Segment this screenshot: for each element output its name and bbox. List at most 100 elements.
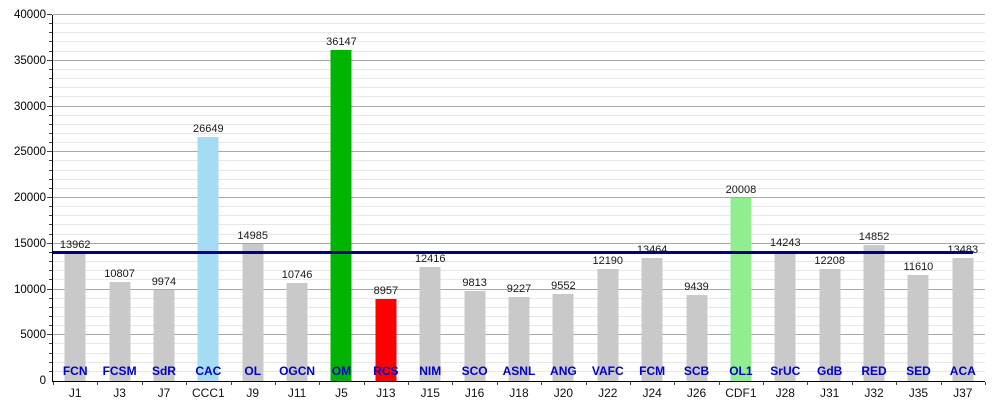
bar-slot: 9439 SCB J26 bbox=[674, 15, 718, 400]
minor-gridline bbox=[53, 279, 985, 281]
bar-value-label: 9552 bbox=[551, 279, 576, 292]
bar-slot: 12190 VAFC J22 bbox=[586, 15, 630, 400]
team-code-label: ACA bbox=[949, 364, 976, 378]
bar-slot: 14985 OL J9 bbox=[231, 15, 275, 400]
x-tick-label: J35 bbox=[908, 386, 929, 400]
x-axis-tick bbox=[585, 382, 587, 385]
y-axis-tick bbox=[49, 251, 52, 253]
bar-OL1 bbox=[730, 197, 752, 381]
average-reference-line bbox=[53, 250, 973, 254]
x-tick-label: J1 bbox=[68, 386, 82, 400]
bar-value-label: 26649 bbox=[193, 123, 224, 136]
bar-slot: 9227 ASNL J18 bbox=[497, 15, 541, 400]
y-axis-tick bbox=[47, 151, 52, 153]
team-code-label: ANG bbox=[550, 364, 577, 378]
bar-value-label: 36147 bbox=[326, 36, 357, 49]
team-code-label: FCN bbox=[62, 364, 88, 378]
x-tick-label: J18 bbox=[509, 386, 529, 400]
y-tick-label: 15000 bbox=[14, 237, 46, 250]
team-code-label: SCB bbox=[683, 364, 710, 378]
major-gridline bbox=[53, 288, 985, 290]
bar-OGCN bbox=[286, 282, 308, 381]
team-code-label: OL1 bbox=[729, 364, 753, 378]
team-code-label: SdR bbox=[151, 364, 176, 378]
bar-value-label: 8957 bbox=[373, 285, 399, 298]
bar-SCB bbox=[686, 294, 708, 381]
minor-gridline bbox=[53, 123, 985, 125]
bar-value-label: 9813 bbox=[462, 277, 487, 290]
y-axis-tick bbox=[49, 123, 52, 125]
x-tick-label: CDF1 bbox=[725, 386, 757, 400]
minor-gridline bbox=[53, 50, 985, 52]
team-code-label: FCM bbox=[639, 364, 666, 378]
bar-value-label: 14852 bbox=[858, 231, 890, 244]
minor-gridline bbox=[53, 41, 985, 43]
x-tick-label: J16 bbox=[464, 386, 485, 400]
team-code-label: GdB bbox=[816, 364, 843, 378]
bar-value-label: 10746 bbox=[281, 268, 313, 281]
y-axis-tick bbox=[49, 297, 52, 299]
x-axis-tick bbox=[186, 382, 188, 385]
x-tick-label: J9 bbox=[246, 386, 260, 400]
bar-NIM bbox=[419, 267, 441, 381]
team-code-label: OL bbox=[244, 364, 262, 378]
y-axis-tick bbox=[47, 334, 52, 336]
y-axis-tick bbox=[47, 14, 52, 15]
bar-slot: 9974 SdR J7 bbox=[142, 15, 186, 400]
bar-SrUC bbox=[774, 250, 796, 381]
bar-CAC bbox=[197, 137, 219, 381]
bar-SdR bbox=[153, 289, 175, 381]
y-axis-tick bbox=[49, 261, 52, 263]
bar-OL bbox=[242, 243, 264, 381]
x-axis-tick bbox=[763, 382, 765, 385]
x-axis-tick bbox=[629, 382, 631, 385]
minor-gridline bbox=[53, 23, 985, 25]
bar-SCO bbox=[464, 291, 486, 381]
bar-GdB bbox=[819, 269, 841, 381]
bar-RCS bbox=[375, 299, 397, 381]
minor-gridline bbox=[53, 132, 985, 134]
x-tick-label: J7 bbox=[157, 386, 171, 400]
bar-FCN bbox=[64, 253, 86, 381]
bar-slot: 11610 SED J35 bbox=[896, 15, 940, 400]
x-axis-tick bbox=[363, 382, 365, 385]
x-tick-label: J13 bbox=[376, 386, 396, 400]
y-axis-tick bbox=[49, 96, 52, 98]
x-tick-label: CCC1 bbox=[191, 386, 225, 400]
minor-gridline bbox=[53, 78, 985, 80]
x-axis-tick bbox=[674, 382, 676, 385]
minor-gridline bbox=[53, 32, 985, 34]
x-axis-tick bbox=[807, 382, 809, 385]
y-axis-tick bbox=[49, 32, 52, 34]
y-tick-label: 5000 bbox=[20, 329, 46, 342]
bar-value-label: 9227 bbox=[506, 282, 532, 295]
y-axis-tick bbox=[49, 41, 52, 43]
x-axis-tick bbox=[985, 382, 986, 385]
major-gridline bbox=[53, 105, 985, 107]
bar-slot: 13464FCMJ24 bbox=[630, 15, 674, 400]
plot-area: 13962 FCN J1 10807 FCSM J3 9974 SdR J7 26649 CAC CC… bbox=[47, 14, 986, 400]
team-code-label: OGCN bbox=[279, 364, 316, 378]
x-axis-tick bbox=[408, 382, 410, 385]
minor-gridline bbox=[53, 215, 985, 217]
bar-slot: 12416 NIM J15 bbox=[408, 15, 452, 400]
x-tick-label: J26 bbox=[686, 386, 707, 400]
bar-OM bbox=[330, 50, 352, 381]
bar-slot: 9552 ANG J20 bbox=[541, 15, 585, 400]
minor-gridline bbox=[53, 261, 985, 263]
bar-ANG bbox=[552, 293, 574, 381]
y-axis-tick bbox=[49, 50, 52, 52]
y-axis-tick bbox=[49, 169, 52, 171]
x-axis-tick bbox=[53, 382, 54, 385]
x-axis-tick bbox=[319, 382, 321, 385]
x-tick-label: J31 bbox=[819, 386, 840, 400]
major-gridline bbox=[53, 14, 985, 15]
minor-gridline bbox=[53, 142, 985, 144]
bar-VAFC bbox=[597, 269, 619, 381]
team-code-label: SCO bbox=[461, 364, 488, 378]
y-axis-tick bbox=[49, 160, 52, 162]
bar-slot: 14243 SrUC J28 bbox=[763, 15, 807, 400]
bar-value-label: 14243 bbox=[769, 236, 801, 249]
x-tick-label: J5 bbox=[335, 386, 348, 400]
bar-slot: 10746 OGCN J11 bbox=[275, 15, 319, 400]
